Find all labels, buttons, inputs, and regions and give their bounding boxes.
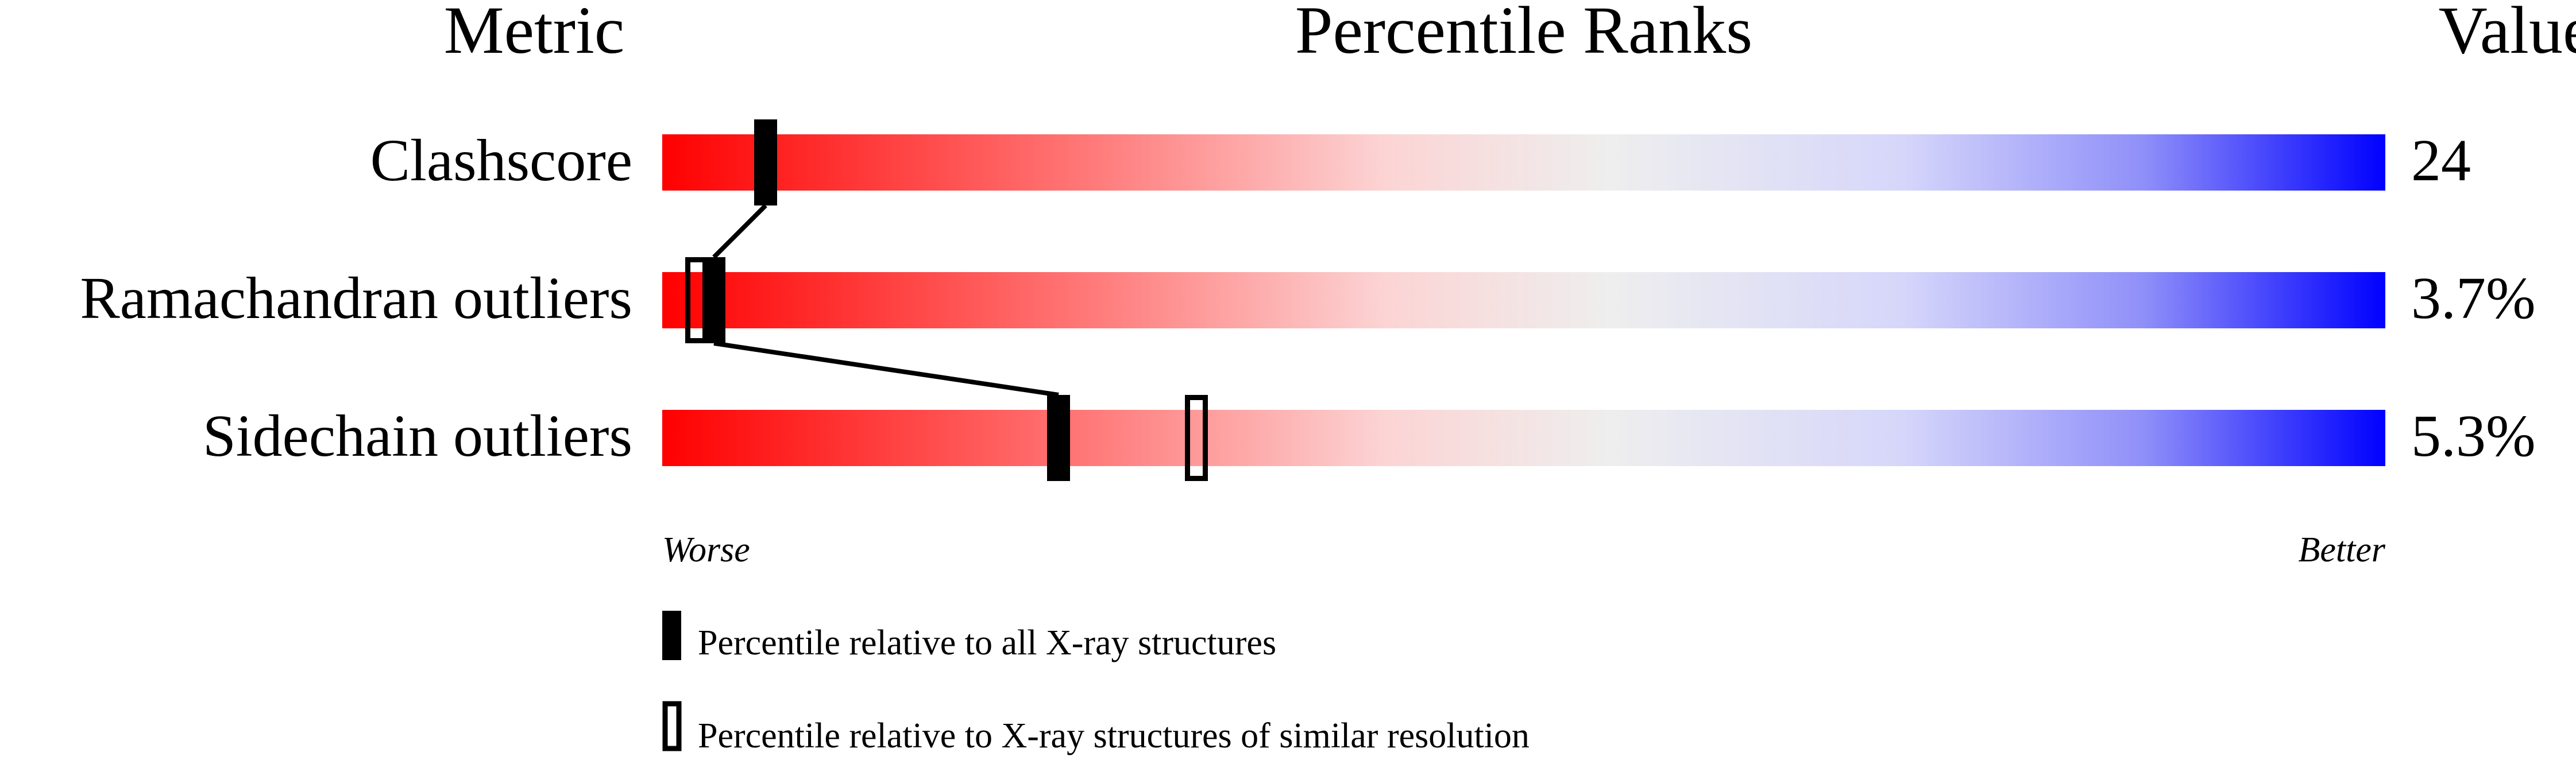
axis-label-better: Better	[2299, 530, 2386, 569]
metric-label: Clashscore	[370, 127, 632, 193]
metric-value: 3.7%	[2411, 265, 2536, 331]
marker-similar-resolution	[1185, 395, 1208, 481]
metric-value: 24	[2411, 127, 2471, 193]
legend-filled-marker	[662, 611, 681, 660]
legend-hollow-label: Percentile relative to X-ray structures …	[698, 716, 1530, 755]
percentile-bar	[662, 272, 2385, 328]
connector-line	[712, 204, 767, 259]
axis-label-worse: Worse	[662, 530, 750, 569]
marker-all-structures	[1047, 395, 1070, 481]
marker-all-structures	[754, 119, 777, 205]
header-metric: Metric	[444, 0, 625, 68]
percentile-bar	[662, 134, 2385, 191]
percentile-bar	[662, 410, 2385, 466]
metric-label: Ramachandran outliers	[80, 265, 632, 331]
metric-value: 5.3%	[2411, 403, 2536, 469]
metric-label: Sidechain outliers	[203, 403, 632, 469]
header-percentile-ranks: Percentile Ranks	[1295, 0, 1752, 68]
marker-all-structures	[702, 257, 725, 343]
legend-filled-label: Percentile relative to all X-ray structu…	[698, 623, 1276, 662]
header-value: Value	[2439, 0, 2576, 68]
connector-line	[713, 341, 1059, 397]
legend-hollow-marker	[662, 701, 682, 751]
